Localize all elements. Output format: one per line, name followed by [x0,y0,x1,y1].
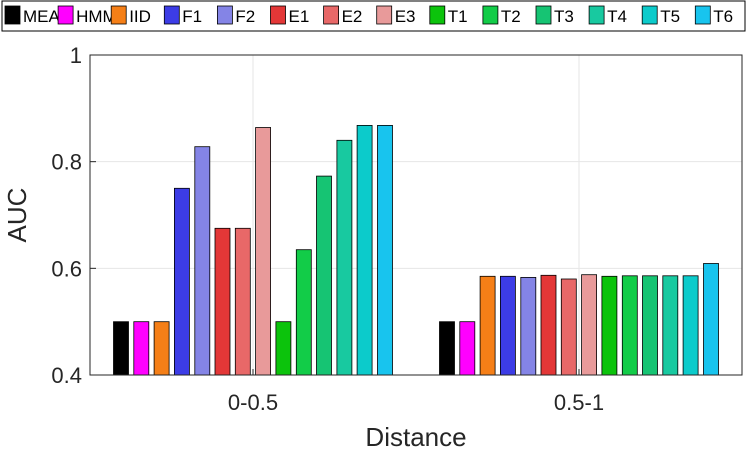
x-axis-ticks: 0-0.5 0.5-1 [228,369,604,415]
y-axis-title: AUC [2,188,32,243]
legend-label-t6: T6 [713,7,733,26]
legend-swatch-f1 [163,5,180,25]
bar-t3-0.5-1 [642,275,658,376]
bar-t1-0.5-1 [601,275,618,376]
bar-t1-0-0.5 [275,321,292,376]
legend-label-t3: T3 [554,7,574,26]
bar-e2-0.5-1 [560,278,577,376]
legend-label-iid: IID [129,7,151,26]
bar-f1-0-0.5 [173,187,190,376]
y-tick-label: 0.4 [51,363,82,388]
legend-swatch-e3 [376,5,393,25]
legend-label-f2: F2 [235,7,255,26]
legend-label-t4: T4 [607,7,627,26]
bar-f2-0.5-1 [520,276,537,376]
legend-swatch-t1 [429,5,446,25]
y-tick-label: 0.6 [51,256,82,281]
legend-swatch-iid [110,5,127,25]
bar-e3-0-0.5 [255,127,272,376]
plot-area-frame [89,54,743,376]
bar-t4-0-0.5 [336,139,353,376]
bar-f2-0-0.5 [194,146,211,376]
legend: MEAN HMM IID F1 F2 E1 E2 E3 T1 T2 T3 T4 T5 T6 [1,0,746,32]
bar-mean-0-0.5 [113,321,129,376]
bar-t4-0.5-1 [662,275,679,376]
bar-iid-0-0.5 [153,321,170,376]
bar-e2-0-0.5 [234,227,251,376]
bar-hmm-0-0.5 [133,321,150,376]
legend-label-e3: E3 [395,7,416,26]
bar-e1-0.5-1 [540,274,557,376]
legend-label-f1: F1 [182,7,202,26]
y-tick-label: 1 [70,43,82,68]
x-tick-label: 0-0.5 [228,390,278,415]
legend-swatch-f2 [216,5,233,25]
y-axis-ticks: 0.4 0.6 0.8 1 [51,43,96,388]
legend-label-t5: T5 [660,7,680,26]
bar-e1-0-0.5 [214,227,231,376]
bar-t3-0-0.5 [316,175,332,376]
bar-e3-0.5-1 [581,274,597,376]
bar-t6-0-0.5 [377,125,393,376]
bar-t2-0.5-1 [621,275,638,376]
legend-swatch-hmm [57,5,74,25]
legend-swatch-e1 [270,5,286,25]
bar-t5-0-0.5 [356,125,373,376]
bar-f1-0.5-1 [499,275,516,376]
bar-t2-0-0.5 [295,249,312,376]
legend-label-t1: T1 [448,7,468,26]
bar-iid-0.5-1 [479,275,496,376]
legend-swatch-mean [4,5,21,25]
legend-swatch-e2 [323,5,340,25]
legend-swatch-t6 [694,5,711,25]
bars [113,125,719,376]
legend-swatch-t3 [535,5,552,25]
legend-label-hmm: HMM [76,7,117,26]
legend-swatch-t5 [641,5,658,25]
x-tick-label: 0.5-1 [554,390,604,415]
legend-label-e1: E1 [289,7,310,26]
legend-swatch-t2 [482,5,499,25]
x-axis-title: Distance [365,422,466,450]
legend-label-t2: T2 [501,7,521,26]
bar-hmm-0.5-1 [459,321,476,376]
legend-label-e2: E2 [342,7,363,26]
bar-t6-0.5-1 [703,263,719,376]
y-tick-label: 0.8 [51,150,82,175]
bar-t5-0.5-1 [682,275,699,376]
bar-mean-0.5-1 [439,321,455,376]
legend-swatch-t4 [588,5,605,25]
